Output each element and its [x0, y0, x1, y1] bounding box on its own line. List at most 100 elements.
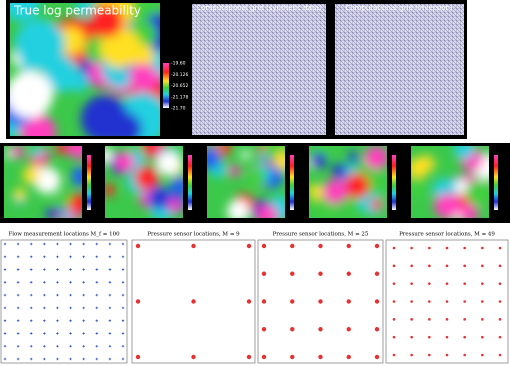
- flow-location: [82, 242, 85, 246]
- flow-location: [3, 345, 7, 348]
- heatmap: [105, 146, 183, 218]
- sensor-location: [290, 243, 295, 249]
- flow-location: [56, 306, 59, 310]
- colorbar: [392, 155, 396, 210]
- flow-location: [121, 242, 125, 246]
- flow-location: [3, 306, 7, 310]
- flow-location: [30, 345, 33, 348]
- flow-location: [3, 332, 7, 335]
- flow-location: [108, 255, 112, 258]
- flow-location: [82, 306, 85, 310]
- sensor-location: [261, 243, 267, 249]
- flow-location: [95, 268, 98, 271]
- sensor-location: [428, 300, 431, 303]
- flow-location: [30, 242, 33, 246]
- flow-location: [95, 242, 98, 246]
- sensor-location: [374, 299, 380, 304]
- sensor-location: [428, 318, 431, 321]
- sensor-location: [410, 318, 413, 321]
- sensor-location: [445, 353, 449, 357]
- flow-location: [108, 345, 112, 348]
- sensor-location: [481, 353, 484, 357]
- flow-location: [3, 319, 7, 322]
- flow-location: [30, 255, 33, 258]
- sensor-location: [261, 299, 267, 304]
- sensor-location: [191, 299, 196, 304]
- sensor-location: [428, 282, 431, 285]
- flow-location: [16, 255, 20, 258]
- sensor-location: [481, 335, 484, 339]
- sensor-location: [445, 335, 449, 339]
- flow-location: [82, 255, 85, 258]
- sensor-location: [481, 300, 484, 303]
- sensor-location: [374, 271, 380, 276]
- flow-location: [16, 268, 20, 271]
- sensor-location: [463, 335, 466, 339]
- sensor-location: [498, 300, 502, 303]
- flow-location: [95, 332, 98, 335]
- panel-title: Flow measurement locations M_f = 100: [8, 232, 120, 238]
- flow-location: [69, 293, 72, 297]
- flow-location: [3, 281, 7, 284]
- flow-location: [16, 281, 20, 284]
- sensor-location: [445, 300, 449, 303]
- flow-location: [43, 357, 46, 361]
- flow-location: [121, 281, 125, 284]
- flow-location: [121, 357, 125, 361]
- heatmap-title: True log permeability: [13, 4, 141, 18]
- colorbar-label: -19.60: [171, 61, 186, 67]
- sensor-location: [318, 327, 323, 332]
- flow-location: [69, 255, 72, 258]
- flow-location: [108, 293, 112, 297]
- flow-location: [121, 306, 125, 310]
- sensor-location: [410, 282, 413, 285]
- sensor-location: [481, 282, 484, 285]
- colorbar: [494, 155, 498, 210]
- sensor-location: [290, 354, 295, 360]
- flow-location: [30, 332, 33, 335]
- heatmap: [10, 3, 160, 136]
- sensor-location: [346, 243, 351, 249]
- flow-location: [43, 306, 46, 310]
- flow-location: [69, 357, 72, 361]
- sensor-location: [135, 299, 141, 304]
- flow-location: [56, 332, 59, 335]
- colorbar-label: -20.652: [171, 83, 189, 89]
- flow-location: [108, 281, 112, 284]
- colorbar-label: -21.178: [171, 94, 189, 100]
- sensor-location: [135, 354, 141, 360]
- colorbar: [163, 63, 169, 108]
- flow-location: [95, 319, 98, 322]
- flow-location: [16, 345, 20, 348]
- sensor-location: [246, 354, 252, 360]
- flow-location: [3, 357, 7, 361]
- flow-location: [56, 357, 59, 361]
- sensor-location: [318, 354, 323, 360]
- sensor-location: [318, 299, 323, 304]
- panel-frame: [0, 239, 128, 364]
- flow-location: [16, 293, 20, 297]
- sensor-location: [445, 282, 449, 285]
- sensor-location: [428, 264, 431, 268]
- sensor-location: [318, 271, 323, 276]
- sensor-location: [318, 243, 323, 249]
- flow-location: [95, 345, 98, 348]
- flow-location: [121, 345, 125, 348]
- sensor-location: [445, 246, 449, 250]
- sensor-location: [261, 354, 267, 360]
- flow-location: [3, 293, 7, 297]
- sensor-location: [463, 246, 466, 250]
- sensor-location: [498, 318, 502, 321]
- flow-location: [82, 345, 85, 348]
- sensor-location: [290, 271, 295, 276]
- sensor-location: [290, 299, 295, 304]
- flow-location: [56, 281, 59, 284]
- flow-location: [95, 255, 98, 258]
- colorbar: [290, 155, 294, 210]
- sensor-location: [445, 264, 449, 268]
- panel-title: Pressure sensor locations, M = 49: [399, 232, 495, 238]
- sensor-location: [346, 271, 351, 276]
- flow-location: [56, 242, 59, 246]
- sensor-location: [410, 335, 413, 339]
